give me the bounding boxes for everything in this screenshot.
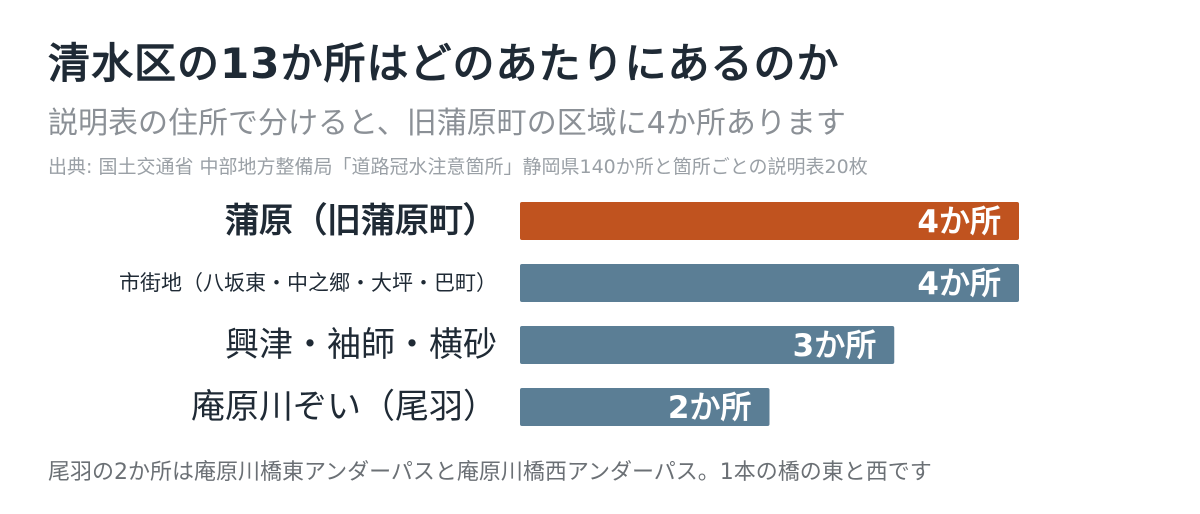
bar-value-label: 4か所: [917, 266, 1001, 302]
bar-value-label: 2か所: [668, 390, 752, 426]
chart-subtitle: 説明表の住所で分けると、旧蒲原町の区域に4か所あります: [48, 106, 846, 141]
bar-value-label: 3か所: [793, 328, 877, 364]
bar: [520, 326, 895, 364]
bar: [520, 202, 1019, 240]
category-label: 興津・袖師・横砂: [225, 325, 497, 365]
bar: [520, 388, 770, 426]
bar: [520, 264, 1019, 302]
chart-footnote: 尾羽の2か所は庵原川橋東アンダーパスと庵原川橋西アンダーパス。1本の橋の東と西で…: [48, 460, 932, 485]
chart-title: 清水区の13か所はどのあたりにあるのか: [48, 39, 840, 88]
chart-source: 出典: 国土交通省 中部地方整備局「道路冠水注意箇所」静岡県140か所と箇所ごと…: [48, 156, 868, 178]
category-label: 市街地（八坂東・中之郷・大坪・巴町）: [119, 271, 497, 295]
category-label: 蒲原（旧蒲原町）: [225, 201, 497, 241]
category-label: 庵原川ぞい（尾羽）: [191, 387, 497, 427]
bar-value-label: 4か所: [917, 204, 1001, 240]
